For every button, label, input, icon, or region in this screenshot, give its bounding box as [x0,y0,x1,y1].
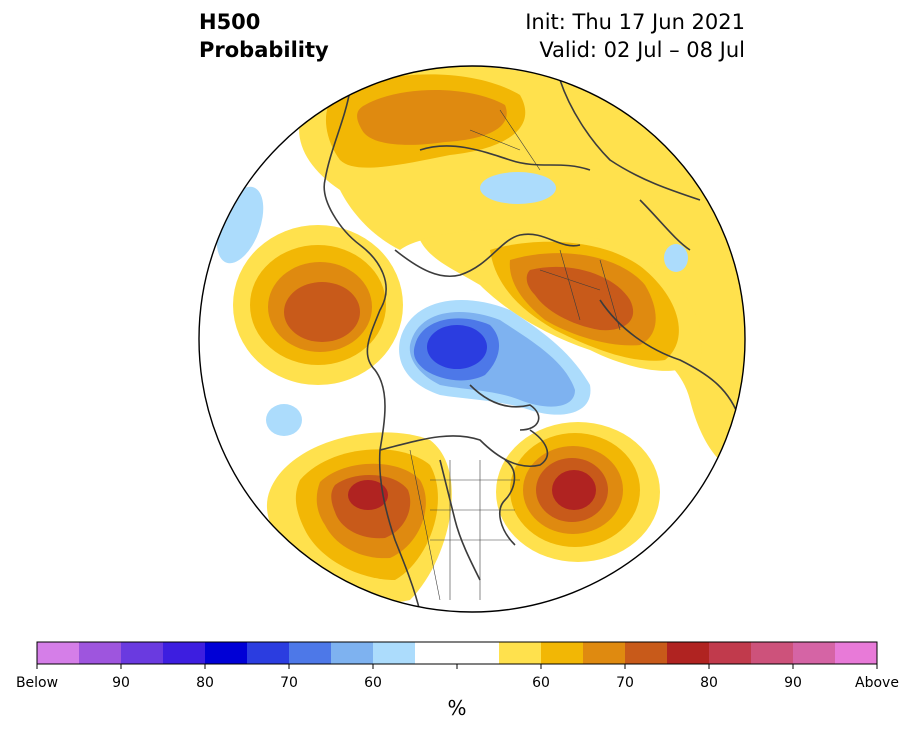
product-title: Probability [199,38,329,62]
colorbar-cell [457,642,500,664]
colorbar-cell [793,642,836,664]
colorbar-cell [37,642,80,664]
colorbar-tick-label: 60 [364,675,382,691]
colorbar-cell [163,642,206,664]
colorbar-tick-label: 80 [196,675,214,691]
variable-title: H500 [199,10,261,34]
colorbar-cell [205,642,248,664]
colorbar-cell [331,642,374,664]
political-borders [409,109,621,601]
colorbar-tick-label: 80 [700,675,718,691]
anomaly-siberia-negative [664,244,688,272]
colorbar-tick-label: 60 [532,675,550,691]
colorbar-cell [499,642,542,664]
colorbar-cell [541,642,584,664]
colorbar-cell [709,642,752,664]
anomaly-ne-pacific [233,225,403,385]
colorbar-cell [835,642,878,664]
colorbar-cell [373,642,416,664]
valid-date: Valid: 02 Jul – 08 Jul [539,38,745,62]
anomaly-small-negative [266,404,302,436]
colorbar-cell [583,642,626,664]
colorbar-tick-label: 70 [280,675,298,691]
colorbar-unit: % [447,696,467,720]
colorbar-cell [415,642,458,664]
anomaly-western-na [266,432,452,603]
colorbar-cell [79,642,122,664]
polar-map [198,65,746,613]
colorbar-tick-label: 90 [784,675,802,691]
init-date: Init: Thu 17 Jun 2021 [525,10,745,34]
colorbar-cell [667,642,710,664]
date-block: Init: Thu 17 Jun 2021 Valid: 02 Jul – 08… [525,8,745,64]
colorbar-cell [751,642,794,664]
colorbar-tick-label: Above [855,675,899,691]
colorbar-cell [121,642,164,664]
anomaly-barents-negative [480,172,556,204]
anomaly-arctic-negative [399,300,591,415]
colorbar-cell [625,642,668,664]
colorbar-tick-label: 90 [112,675,130,691]
coastlines [323,79,741,612]
anomaly-eastern-canada [496,422,660,562]
colorbar-cell [247,642,290,664]
title-block: H500 Probability [199,8,329,64]
colorbar-tick-label: Below [15,675,59,691]
colorbar-tick-label: 70 [616,675,634,691]
colorbar-cell [289,642,332,664]
map-frame [198,65,746,613]
